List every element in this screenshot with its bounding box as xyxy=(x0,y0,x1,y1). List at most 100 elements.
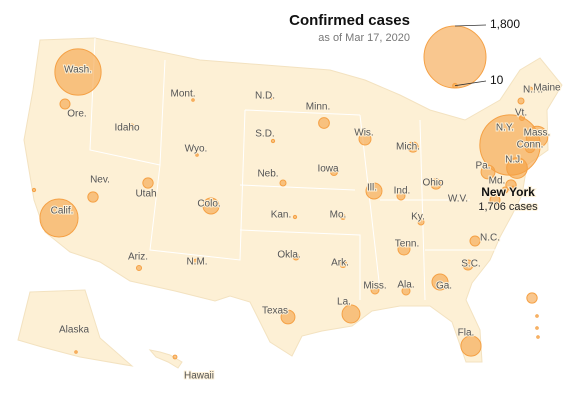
leader-line xyxy=(454,24,487,27)
legend-circle xyxy=(423,25,487,89)
case-bubble xyxy=(172,354,178,360)
state-label: Fla. xyxy=(458,328,475,339)
callout-name: New York xyxy=(481,185,535,199)
case-bubble xyxy=(340,214,346,220)
bubbles xyxy=(31,48,549,360)
case-bubble xyxy=(526,86,534,94)
state-label: W.V. xyxy=(448,194,468,205)
state-label: Alaska xyxy=(59,325,89,336)
land xyxy=(17,37,563,369)
state-lines xyxy=(89,37,500,301)
state-label: Ark. xyxy=(331,258,349,269)
state-label: Colo. xyxy=(197,199,220,210)
state-label: N.J. xyxy=(505,155,523,166)
case-bubble xyxy=(489,194,501,206)
case-bubble xyxy=(129,123,135,129)
case-bubble xyxy=(506,157,528,179)
chart-title: Confirmed cases xyxy=(289,12,410,29)
case-bubble xyxy=(536,335,540,339)
state-label: Vt. xyxy=(515,108,527,119)
case-bubble xyxy=(510,185,516,191)
case-bubble xyxy=(279,179,287,187)
case-bubble xyxy=(191,98,195,102)
case-bubble xyxy=(318,117,330,129)
case-bubble xyxy=(417,218,425,226)
state-label: Utah xyxy=(135,189,156,200)
case-bubble xyxy=(358,132,372,146)
case-bubble xyxy=(501,186,509,194)
chart-subtitle: as of Mar 17, 2020 xyxy=(318,32,410,44)
case-bubble xyxy=(525,125,549,149)
state-label: N.H. xyxy=(523,85,543,96)
state-label: Neb. xyxy=(257,169,278,180)
case-bubble xyxy=(397,242,411,256)
case-bubble xyxy=(370,285,380,295)
state-label: Ore. xyxy=(67,109,86,120)
state-label: N.D. xyxy=(255,91,275,102)
state-label: Pa. xyxy=(475,161,490,172)
state-label: Ohio xyxy=(422,178,444,189)
state-label: Md. xyxy=(489,176,506,187)
state-label: Maine xyxy=(533,83,561,94)
state-label: Calif. xyxy=(51,206,74,217)
case-bubble xyxy=(469,235,481,247)
state-label: Miss. xyxy=(363,281,386,292)
case-bubble xyxy=(517,97,525,105)
state-label: La. xyxy=(337,297,351,308)
case-bubble xyxy=(535,326,539,330)
callout-label: 1,706 cases xyxy=(478,201,538,213)
hawaii xyxy=(148,349,183,369)
case-bubble xyxy=(341,304,361,324)
labels: Wash. Ore. Calif. Nev. Idaho Mont. Wyo. Utah Col… xyxy=(50,64,562,383)
state-label: Okla. xyxy=(277,250,300,261)
case-bubble xyxy=(292,214,298,220)
case-bubble xyxy=(39,198,79,238)
case-bubble xyxy=(329,167,339,177)
case-bubble xyxy=(401,286,411,296)
state-label: Hawaii xyxy=(184,371,214,382)
case-bubble xyxy=(535,314,539,318)
case-bubble xyxy=(280,309,296,325)
case-bubble xyxy=(54,48,102,96)
state-label: Minn. xyxy=(306,102,330,113)
state-label: Mont. xyxy=(170,89,195,100)
case-bubble xyxy=(431,273,449,291)
case-bubble xyxy=(142,177,154,189)
case-bubble xyxy=(292,253,300,261)
border xyxy=(89,37,500,301)
state-label: Wis. xyxy=(354,128,373,139)
state-label: Kan. xyxy=(271,210,292,221)
case-bubble xyxy=(518,114,526,122)
state-label: Iowa xyxy=(317,164,339,175)
state-label: N.C. xyxy=(480,233,500,244)
state-label: Idaho xyxy=(114,123,139,134)
case-bubble xyxy=(135,264,143,272)
legend-label: 1,800 xyxy=(490,17,520,31)
state-label: Texas xyxy=(262,306,288,317)
state-label: N.M. xyxy=(186,257,207,268)
case-bubble xyxy=(407,141,419,153)
case-bubble xyxy=(270,138,276,144)
state-label: Mich. xyxy=(396,142,420,153)
case-bubble xyxy=(31,187,37,193)
case-bubble xyxy=(396,191,406,201)
state-label: Tenn. xyxy=(395,239,419,250)
case-bubble xyxy=(195,153,199,157)
state-label: Ky. xyxy=(411,212,425,223)
state-label: Ariz. xyxy=(128,252,148,263)
case-bubble xyxy=(365,182,383,200)
case-bubble xyxy=(460,335,482,357)
case-bubble xyxy=(202,197,220,215)
case-bubble xyxy=(533,140,541,148)
leader-line xyxy=(454,80,487,87)
case-bubble xyxy=(59,98,71,110)
case-bubble xyxy=(462,259,474,271)
state-label: N.Y. xyxy=(496,123,514,134)
state-label: Ill. xyxy=(367,183,377,194)
case-bubble xyxy=(338,259,348,269)
state-label: Nev. xyxy=(90,175,110,186)
state-label: Wyo. xyxy=(185,144,208,155)
state-label: Conn. xyxy=(517,140,544,151)
case-bubble xyxy=(524,142,536,154)
